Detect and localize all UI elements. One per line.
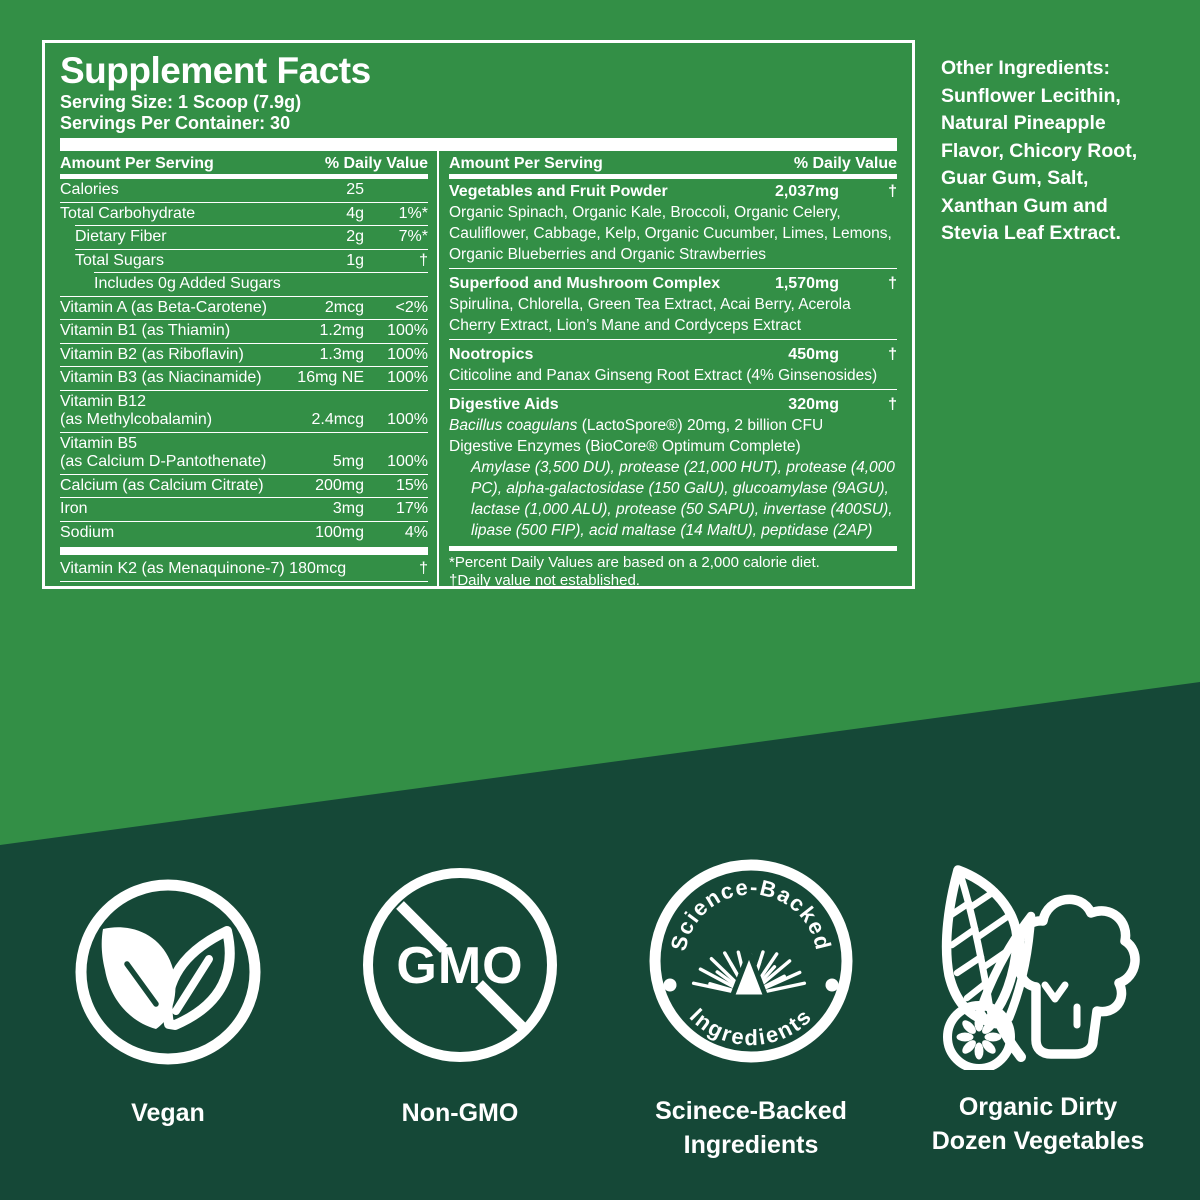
nutrient-row-vitamin-b2: Vitamin B2 (as Riboflavin) 1.3mg 100% — [60, 345, 428, 363]
enzymes-line: Digestive Enzymes (BioCore® Optimum Comp… — [449, 438, 801, 455]
non-gmo-icon: GMO — [363, 868, 557, 1062]
left-column-header: Amount Per Serving % Daily Value — [60, 151, 428, 174]
row-separator — [60, 319, 428, 320]
nutrient-row-calories: Calories 25 — [60, 181, 364, 198]
ingredient-group-digestive-aids: Digestive Aids 320mg † Bacillus coagulans … — [449, 396, 897, 539]
ingredient-group-superfood-mushroom: Superfood and Mushroom Complex 1,570mg † S… — [449, 275, 897, 334]
row-separator — [60, 497, 428, 498]
serving-size: Serving Size: 1 Scoop (7.9g) — [60, 92, 302, 112]
nutrient-row-calcium: Calcium (as Calcium Citrate) 200mg 15% — [60, 476, 428, 494]
nutrient-row-vitamin-b3: Vitamin B3 (as Niacinamide) 16mg NE 100% — [60, 369, 428, 386]
nutrient-row-total-sugars: Total Sugars 1g † — [75, 251, 428, 269]
ingredient-group-vegetables-fruit: Vegetables and Fruit Powder 2,037mg † Orga… — [449, 183, 897, 263]
header-daily-value: % Daily Value — [793, 155, 897, 172]
supplement-facts-panel: Supplement Facts Serving Size: 1 Scoop (… — [42, 40, 915, 589]
row-separator — [60, 295, 428, 297]
group-separator — [449, 268, 897, 269]
row-separator — [60, 431, 428, 433]
nutrient-row-vitamin-a: Vitamin A (as Beta-Carotene) 2mcg <2% — [60, 298, 428, 316]
header-amount-per-serving: Amount Per Serving — [449, 155, 603, 172]
ingredient-group-nootropics: Nootropics 450mg † Citicoline and Panax Gi… — [449, 346, 897, 384]
dirty-dozen-vegetables-icon — [941, 865, 1140, 1070]
header-underline-bar — [449, 174, 897, 179]
row-separator — [60, 473, 428, 475]
other-ingredients-text: Other Ingredients: Sunflower Lecithin, N… — [941, 57, 1138, 244]
header-amount-per-serving: Amount Per Serving — [60, 155, 214, 172]
nutrient-row-iron: Iron 3mg 17% — [60, 500, 428, 517]
vegan-icon — [75, 879, 261, 1065]
science-backed-label: Scinece-Backed Ingredients — [655, 1097, 847, 1159]
servings-per-container: Servings Per Container: 30 — [60, 112, 291, 133]
vegan-label: Vegan — [131, 1099, 205, 1127]
nutrient-row-vitamin-b12: Vitamin B12 (as Methylcobalamin) 2.4mcg 10… — [60, 392, 428, 429]
footnote-not-established: †Daily value not established. — [449, 572, 640, 589]
thick-divider-bar — [60, 138, 897, 151]
group-separator — [449, 389, 897, 390]
kiwi-seeds — [956, 1014, 1002, 1060]
row-separator — [60, 580, 428, 582]
nutrient-row-vitamin-b1: Vitamin B1 (as Thiamin) 1.2mg 100% — [60, 322, 428, 339]
row-separator — [60, 389, 428, 391]
row-separator — [75, 248, 428, 250]
nutrient-row-vitamin-b5: Vitamin B5 (as Calcium D-Pantothenate) 5m… — [60, 434, 428, 471]
gmo-text: GMO — [396, 937, 523, 995]
nutrient-row-dietary-fiber: Dietary Fiber 2g 7%* — [75, 228, 428, 245]
nutrient-table-left: Amount Per Serving % Daily Value Calorie… — [60, 151, 437, 586]
group-separator — [449, 339, 897, 340]
footnote-daily-values: *Percent Daily Values are based on a 2,0… — [449, 554, 820, 571]
science-backed-seal-icon: Science-Backed Ingredients — [649, 859, 853, 1063]
footnote-divider-bar — [449, 546, 897, 551]
dirty-dozen-label: Organic Dirty Dozen Vegetables — [931, 1093, 1145, 1155]
thick-divider-bar — [60, 547, 428, 555]
nutrient-row-sodium: Sodium 100mg 4% — [60, 523, 428, 541]
nutrient-row-total-carbohydrate: Total Carbohydrate 4g 1%* — [60, 204, 428, 222]
nutrient-row-vitamin-k2: Vitamin K2 (as Menaquinone-7) 180mcg † — [60, 560, 428, 577]
row-separator — [60, 342, 428, 344]
probiotic-line: Bacillus coagulans (LactoSpore®) 20mg, 2… — [449, 417, 824, 434]
enzyme-details: Amylase (3,500 DU), protease (21,000 HUT… — [471, 459, 895, 539]
row-separator — [94, 272, 428, 273]
row-separator — [75, 225, 428, 226]
nutrient-table-right: Amount Per Serving % Daily Value Vegetab… — [437, 151, 897, 589]
header-underline-bar — [60, 174, 428, 179]
panel-title: Supplement Facts — [60, 50, 371, 91]
row-separator — [60, 366, 428, 367]
right-column-header: Amount Per Serving % Daily Value — [449, 151, 897, 174]
header-daily-value: % Daily Value — [324, 155, 428, 172]
row-separator — [60, 201, 428, 203]
non-gmo-label: Non-GMO — [401, 1099, 519, 1127]
row-separator — [60, 520, 428, 522]
nutrient-row-added-sugars: Includes 0g Added Sugars — [94, 275, 281, 292]
